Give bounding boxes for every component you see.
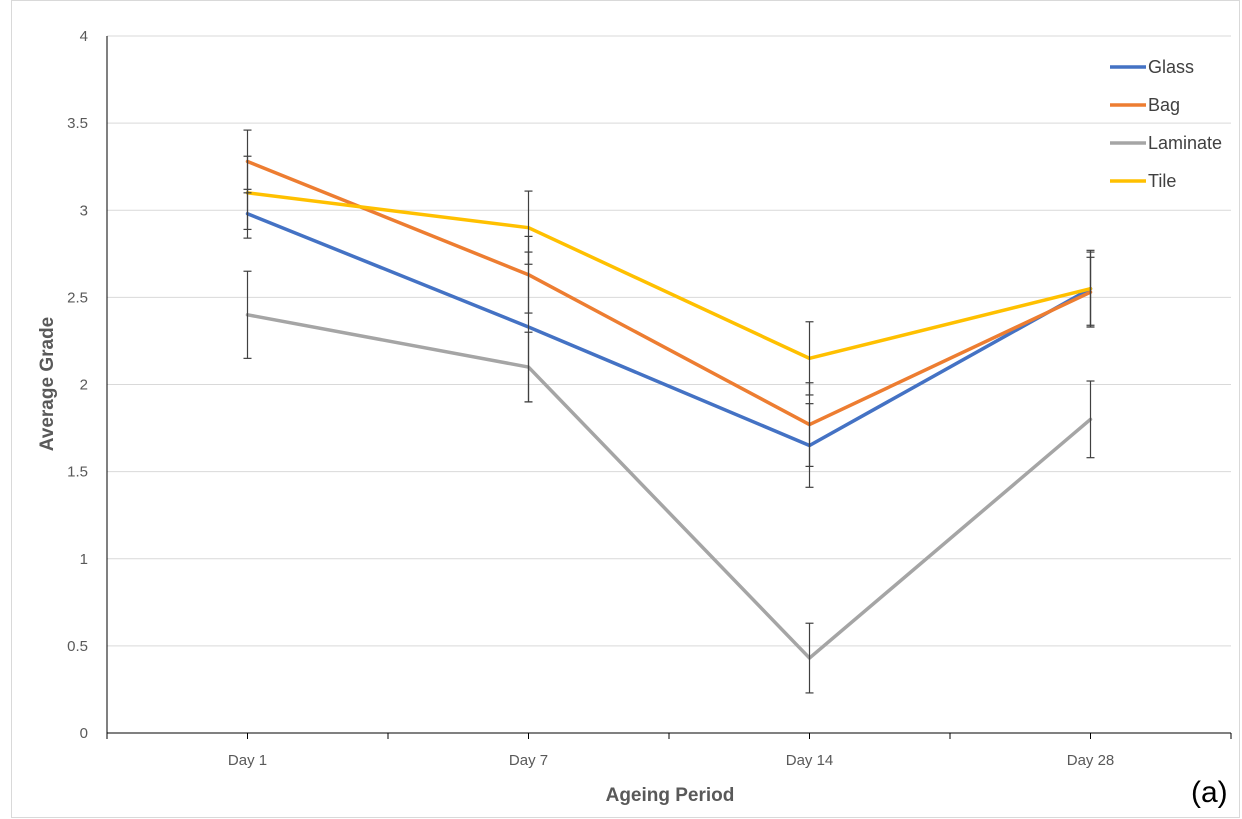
y-tick-label: 1 [80,551,88,568]
error-bar-laminate [524,331,533,403]
series-line-tile [245,191,1093,361]
y-tick-label: 2 [80,377,88,394]
error-bars [243,129,1095,694]
y-tick-label: 3.5 [67,115,88,132]
y-tick-label: 1.5 [67,464,88,481]
error-bar-tile [1086,251,1095,326]
x-tick-labels: Day 1 Day 7 Day 14 Day 28 [106,733,1232,769]
x-tick-label: Day 28 [1067,752,1115,769]
legend-item-tile: Tile [1110,171,1176,191]
x-tick-label: Day 14 [786,752,834,769]
legend: Glass Bag Laminate Tile [1110,57,1222,191]
gridlines [107,35,1231,647]
y-tick-labels: 0 0.5 1 1.5 2 2.5 3 3.5 4 [67,28,88,742]
series-lines [245,159,1093,660]
legend-label: Glass [1148,57,1194,77]
legend-label: Bag [1148,95,1180,115]
y-tick-label: 3 [80,202,88,219]
error-bar-laminate [1086,380,1095,459]
legend-item-glass: Glass [1110,57,1194,77]
x-tick-label: Day 1 [228,752,267,769]
x-tick-label: Day 7 [509,752,548,769]
legend-item-laminate: Laminate [1110,133,1222,153]
chart-frame [11,0,1240,818]
legend-label: Laminate [1148,133,1222,153]
error-bar-tile [524,190,533,265]
y-tick-label: 0.5 [67,638,88,655]
error-bar-tile [805,321,814,396]
series-line-bag [245,159,1093,427]
error-bar-laminate [243,270,252,359]
panel-label: (a) [1191,776,1228,809]
legend-item-bag: Bag [1110,95,1180,115]
y-axis-title: Average Grade [37,317,58,451]
y-tick-label: 2.5 [67,289,88,306]
legend-label: Tile [1148,171,1176,191]
x-axis-title: Ageing Period [606,785,735,806]
y-tick-label: 0 [80,725,88,742]
error-bar-tile [243,155,252,231]
y-tick-label: 4 [80,28,88,45]
error-bar-laminate [805,622,814,694]
series-line-laminate [245,313,1093,660]
series-line-glass [245,211,1093,448]
